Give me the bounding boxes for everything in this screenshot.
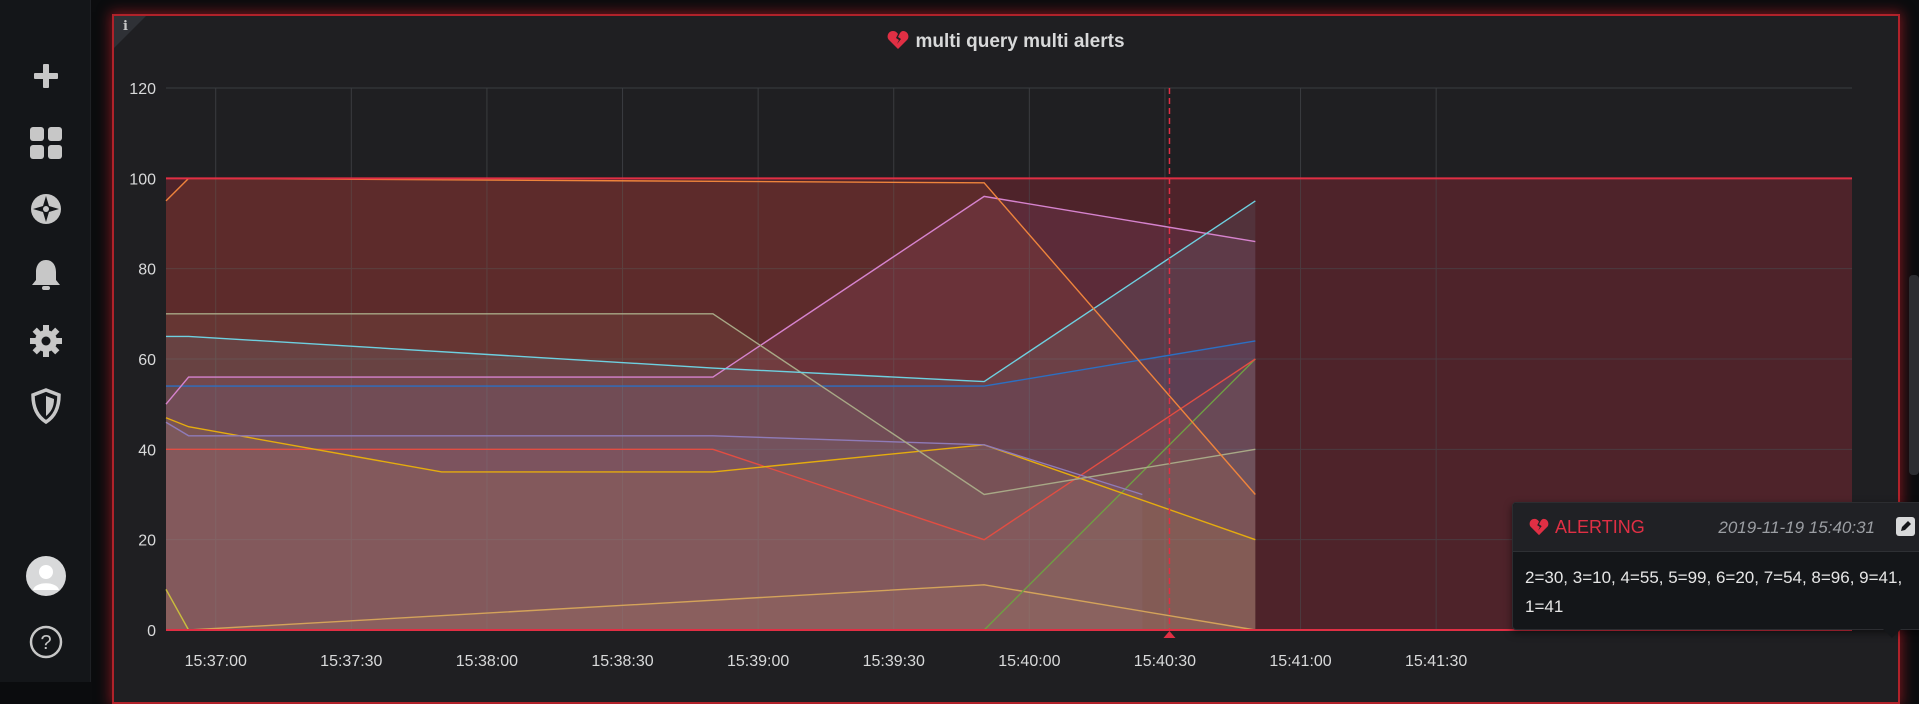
graph-chart: 0 20 40 60 80 100 120 15:37:00 15:37:30 15:38:00 1… bbox=[129, 81, 1852, 670]
y-tick-label: 100 bbox=[129, 171, 156, 188]
series-area-4 bbox=[166, 359, 1256, 630]
series-line-10 bbox=[166, 200, 1256, 383]
series-area-2 bbox=[166, 584, 1256, 630]
create-icon bbox=[34, 64, 58, 88]
x-tick-label: 15:40:00 bbox=[998, 653, 1060, 670]
nav-server-admin[interactable] bbox=[22, 382, 70, 430]
alert-state: ALERTING bbox=[1529, 517, 1645, 538]
series-area-3 bbox=[166, 359, 1256, 630]
series-line-11 bbox=[165, 177, 1256, 495]
alert-values-text: 2=30, 3=10, 4=55, 5=99, 6=20, 7=54, 8=96… bbox=[1525, 568, 1903, 616]
series-area-8 bbox=[166, 196, 1256, 630]
x-tick-label: 15:40:30 bbox=[1134, 653, 1196, 670]
series-line-6 bbox=[165, 421, 1143, 496]
series-area-11 bbox=[166, 178, 1256, 631]
x-tick-label: 15:41:00 bbox=[1269, 653, 1331, 670]
panel-info-icon[interactable]: i bbox=[123, 19, 128, 34]
series-line-7 bbox=[166, 340, 1256, 387]
series-area-6 bbox=[166, 422, 1143, 630]
x-tick-label: 15:37:00 bbox=[185, 653, 247, 670]
x-tick-label: 15:39:30 bbox=[863, 653, 925, 670]
nav-profile[interactable] bbox=[22, 552, 70, 600]
alert-state-label: ALERTING bbox=[1555, 517, 1645, 537]
x-tick-label: 15:41:30 bbox=[1405, 653, 1467, 670]
tooltip-header: ALERTING 2019-11-19 15:40:31 bbox=[1513, 503, 1919, 552]
y-tick-label: 120 bbox=[129, 81, 156, 98]
server-admin-icon bbox=[31, 388, 61, 424]
series-line-5 bbox=[165, 417, 1256, 541]
nav-dashboards[interactable] bbox=[22, 119, 70, 167]
panel-title[interactable]: multi query multi alerts bbox=[114, 30, 1898, 53]
dashboards-icon bbox=[30, 127, 62, 159]
series-area-5 bbox=[166, 417, 1256, 630]
series-line-4 bbox=[166, 358, 1256, 541]
alert-time: 2019-11-19 15:40:31 bbox=[1718, 518, 1875, 537]
panel-title-text: multi query multi alerts bbox=[915, 31, 1125, 52]
alerting-icon bbox=[32, 260, 60, 290]
help-icon: ? bbox=[29, 625, 63, 659]
user-avatar-icon bbox=[26, 556, 66, 596]
y-tick-label: 80 bbox=[138, 262, 156, 279]
explore-icon bbox=[31, 194, 61, 224]
edit-annotation-button[interactable] bbox=[1896, 517, 1915, 536]
nav-explore[interactable] bbox=[22, 185, 70, 233]
graph-panel: 0 20 40 60 80 100 120 15:37:00 15:37:30 15:38:00 1… bbox=[112, 14, 1919, 704]
broken-heart-icon bbox=[1529, 518, 1549, 536]
y-tick-label: 20 bbox=[138, 533, 156, 550]
series-line-9 bbox=[166, 313, 1256, 496]
tooltip-arrow bbox=[1883, 629, 1901, 638]
nav-alerting[interactable] bbox=[22, 251, 70, 299]
x-tick-label: 15:38:30 bbox=[591, 653, 653, 670]
series-area-10 bbox=[166, 200, 1256, 630]
side-menu: ? bbox=[0, 0, 91, 682]
y-tick-label: 0 bbox=[147, 623, 156, 640]
x-tick-label: 15:39:00 bbox=[727, 653, 789, 670]
series-area-7 bbox=[166, 340, 1256, 630]
x-tick-label: 15:38:00 bbox=[456, 653, 518, 670]
x-tick-label: 15:37:30 bbox=[320, 653, 382, 670]
nav-help[interactable]: ? bbox=[22, 618, 70, 666]
nav-configuration[interactable] bbox=[22, 317, 70, 365]
broken-heart-icon bbox=[888, 31, 909, 49]
series-area-12 bbox=[166, 178, 1852, 631]
nav-create[interactable] bbox=[22, 52, 70, 100]
y-tick-label: 60 bbox=[138, 352, 156, 369]
series-line-8 bbox=[165, 195, 1256, 405]
alert-tooltip: ALERTING 2019-11-19 15:40:31 2=30, 3=10,… bbox=[1512, 502, 1919, 638]
page-scrollbar[interactable] bbox=[1909, 275, 1919, 475]
svg-text:?: ? bbox=[40, 632, 51, 654]
y-tick-label: 40 bbox=[138, 442, 156, 459]
pencil-icon bbox=[1901, 521, 1911, 531]
annotation-marker bbox=[1163, 631, 1176, 638]
configuration-icon bbox=[30, 325, 62, 357]
panel-info-corner[interactable] bbox=[114, 16, 146, 48]
